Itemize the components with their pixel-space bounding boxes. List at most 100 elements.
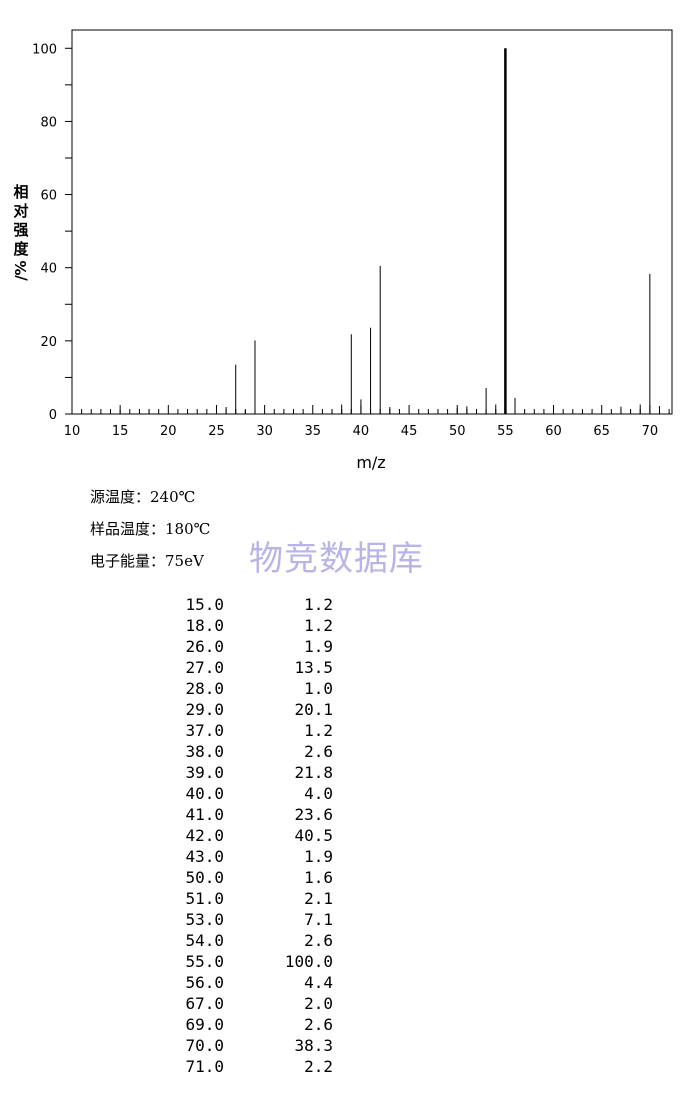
x-tick-label: 10 (64, 424, 81, 439)
peak-mz-value: 67.0 (185, 994, 224, 1013)
peak-intensity-value: 13.5 (294, 658, 333, 677)
peak-table-row: 43.0 1.9 (150, 846, 333, 867)
peak-intensity-value: 100.0 (284, 952, 333, 971)
y-tick-label: 20 (40, 335, 57, 350)
peak-intensity-value: 23.6 (294, 805, 333, 824)
peak-intensity-value: 2.6 (304, 931, 333, 950)
peak-table-row: 56.0 4.4 (150, 972, 333, 993)
peak-mz-value: 29.0 (185, 700, 224, 719)
watermark: 物竞数据库 (249, 539, 424, 579)
peak-intensity-value: 38.3 (294, 1036, 333, 1055)
sample-temperature: 样品温度：180℃ (90, 520, 211, 538)
peak-intensity-value: 40.5 (294, 826, 333, 845)
electron-energy: 电子能量：75eV (90, 552, 204, 570)
peak-table-row: 42.0 40.5 (150, 825, 333, 846)
peak-mz-value: 18.0 (185, 616, 224, 635)
peak-table-row: 28.0 1.0 (150, 678, 333, 699)
x-minor-ticks (81, 409, 670, 414)
y-tick-label: 80 (40, 115, 57, 130)
peak-intensity-value: 1.2 (304, 721, 333, 740)
y-axis-label-char: % (12, 260, 30, 275)
peak-mz-value: 40.0 (185, 784, 224, 803)
peak-mz-value: 15.0 (185, 595, 224, 614)
peak-intensity-value: 2.0 (304, 994, 333, 1013)
peak-intensity-value: 2.1 (304, 889, 333, 908)
x-tick-label: 15 (112, 424, 129, 439)
x-axis-label: m/z (356, 453, 385, 472)
peak-table-row: 67.0 2.0 (150, 993, 333, 1014)
peak-table-row: 54.0 2.6 (150, 930, 333, 951)
experimental-conditions: 源温度：240℃ 样品温度：180℃ 电子能量：75eV (90, 486, 210, 582)
peak-intensity-value: 21.8 (294, 763, 333, 782)
y-axis-label-char: / (12, 275, 30, 281)
peak-mz-value: 37.0 (185, 721, 224, 740)
peak-mz-value: 55.0 (185, 952, 224, 971)
peak-table-row: 15.0 1.2 (150, 594, 333, 615)
peak-intensity-value: 1.9 (304, 637, 333, 656)
peak-intensity-value: 1.9 (304, 847, 333, 866)
x-tick-label: 50 (449, 424, 466, 439)
peak-table-row: 69.0 2.6 (150, 1014, 333, 1035)
peak-mz-value: 53.0 (185, 910, 224, 929)
peak-table-row: 50.0 1.6 (150, 867, 333, 888)
peak-mz-value: 39.0 (185, 763, 224, 782)
peak-intensity-value: 1.6 (304, 868, 333, 887)
peak-mz-value: 51.0 (185, 889, 224, 908)
peak-mz-value: 70.0 (185, 1036, 224, 1055)
peak-table-row: 55.0 100.0 (150, 951, 333, 972)
peak-intensity-value: 20.1 (294, 700, 333, 719)
y-axis-ticks: 0 20 40 60 80 100 (32, 42, 72, 423)
peak-table: 15.0 1.2 18.0 1.2 26.0 1.9 27.0 13.5 28.0 1.0 29.0… (150, 594, 333, 1077)
peak-table-row: 26.0 1.9 (150, 636, 333, 657)
peak-table-row: 27.0 13.5 (150, 657, 333, 678)
peak-mz-value: 27.0 (185, 658, 224, 677)
peak-intensity-value: 2.6 (304, 742, 333, 761)
y-axis-label-char: 强 (13, 221, 28, 239)
peak-intensity-value: 1.2 (304, 616, 333, 635)
peak-intensity-value: 4.0 (304, 784, 333, 803)
peak-mz-value: 54.0 (185, 931, 224, 950)
x-tick-label: 45 (401, 424, 418, 439)
peak-mz-value: 43.0 (185, 847, 224, 866)
peak-mz-value: 28.0 (185, 679, 224, 698)
peak-intensity-value: 4.4 (304, 973, 333, 992)
peak-mz-value: 41.0 (185, 805, 224, 824)
y-axis-label-char: 相 (13, 183, 28, 201)
peak-table-row: 70.0 38.3 (150, 1035, 333, 1056)
peak-mz-value: 42.0 (185, 826, 224, 845)
peak-mz-value: 71.0 (185, 1057, 224, 1076)
peak-table-row: 41.0 23.6 (150, 804, 333, 825)
y-axis-label-char: 度 (13, 240, 29, 258)
x-tick-label: 35 (304, 424, 321, 439)
plot-frame (71, 29, 673, 415)
y-tick-label: 40 (40, 262, 57, 277)
peak-table-row: 38.0 2.6 (150, 741, 333, 762)
peak-mz-value: 56.0 (185, 973, 224, 992)
peak-intensity-value: 1.2 (304, 595, 333, 614)
peak-table-row: 71.0 2.2 (150, 1056, 333, 1077)
source-temperature: 源温度：240℃ (90, 488, 196, 506)
y-tick-label: 60 (40, 189, 57, 204)
peak-table-row: 39.0 21.8 (150, 762, 333, 783)
x-tick-label: 25 (208, 424, 225, 439)
y-axis-label-char: 对 (13, 202, 28, 220)
peak-table-row: 18.0 1.2 (150, 615, 333, 636)
y-tick-label: 100 (32, 42, 57, 57)
peak-bars (119, 48, 660, 414)
x-tick-label: 60 (545, 424, 562, 439)
peak-intensity-value: 1.0 (304, 679, 333, 698)
peak-table-row: 37.0 1.2 (150, 720, 333, 741)
peak-mz-value: 69.0 (185, 1015, 224, 1034)
mass-spectrum-chart: 10 15 20 25 30 35 40 45 50 55 60 65 70 020406080100 … (12, 29, 673, 472)
peak-mz-value: 38.0 (185, 742, 224, 761)
x-tick-label: 20 (160, 424, 177, 439)
peak-table-row: 51.0 2.1 (150, 888, 333, 909)
peak-intensity-value: 2.2 (304, 1057, 333, 1076)
peak-intensity-value: 2.6 (304, 1015, 333, 1034)
peak-table-row: 29.0 20.1 (150, 699, 333, 720)
x-tick-label: 40 (353, 424, 370, 439)
x-tick-label: 70 (642, 424, 659, 439)
peak-mz-value: 50.0 (185, 868, 224, 887)
peak-table-row: 40.0 4.0 (150, 783, 333, 804)
